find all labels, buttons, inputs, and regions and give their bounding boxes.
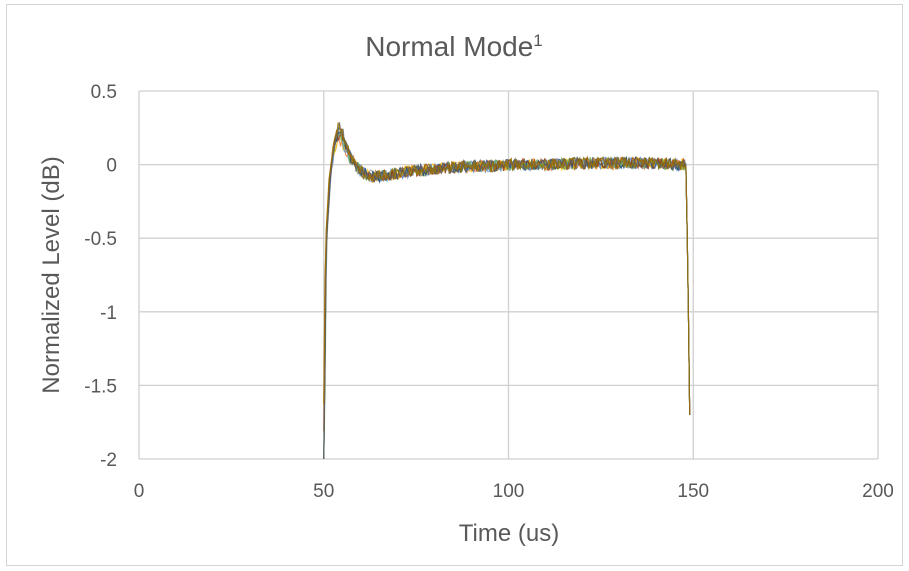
x-tick-label: 0	[134, 481, 145, 502]
x-tick-label: 200	[862, 481, 894, 502]
x-axis-title: Time (us)	[459, 520, 559, 547]
series-lines	[323, 122, 691, 459]
y-tick-label: -1.5	[84, 376, 117, 397]
series-line	[323, 137, 691, 459]
x-tick-label: 150	[677, 481, 709, 502]
series-line	[323, 130, 691, 459]
title-superscript: 1	[533, 31, 542, 50]
series-line	[323, 134, 691, 459]
y-axis-title: Normalized Level (dB)	[38, 156, 65, 393]
line-chart: 0.5 0 -0.5 -1 -1.5 -2 0 50 100 150 200 Normal Mod…	[38, 31, 894, 547]
chart-title: Normal Mode1	[365, 31, 543, 62]
series-line	[323, 122, 691, 415]
y-tick-label: 0	[106, 156, 117, 177]
x-tick-labels: 0 50 100 150 200	[134, 481, 894, 502]
y-tick-labels: 0.5 0 -0.5 -1 -1.5 -2	[84, 82, 117, 471]
y-tick-label: -2	[100, 450, 117, 471]
x-tick-label: 100	[493, 481, 525, 502]
y-tick-label: -0.5	[84, 229, 117, 250]
gridlines	[138, 90, 879, 460]
series-line	[323, 132, 691, 459]
y-tick-label: -1	[100, 303, 117, 324]
series-line	[323, 122, 691, 459]
x-tick-label: 50	[313, 481, 334, 502]
y-tick-label: 0.5	[91, 82, 117, 103]
chart-frame: 0.5 0 -0.5 -1 -1.5 -2 0 50 100 150 200 Normal Mod…	[6, 4, 903, 566]
